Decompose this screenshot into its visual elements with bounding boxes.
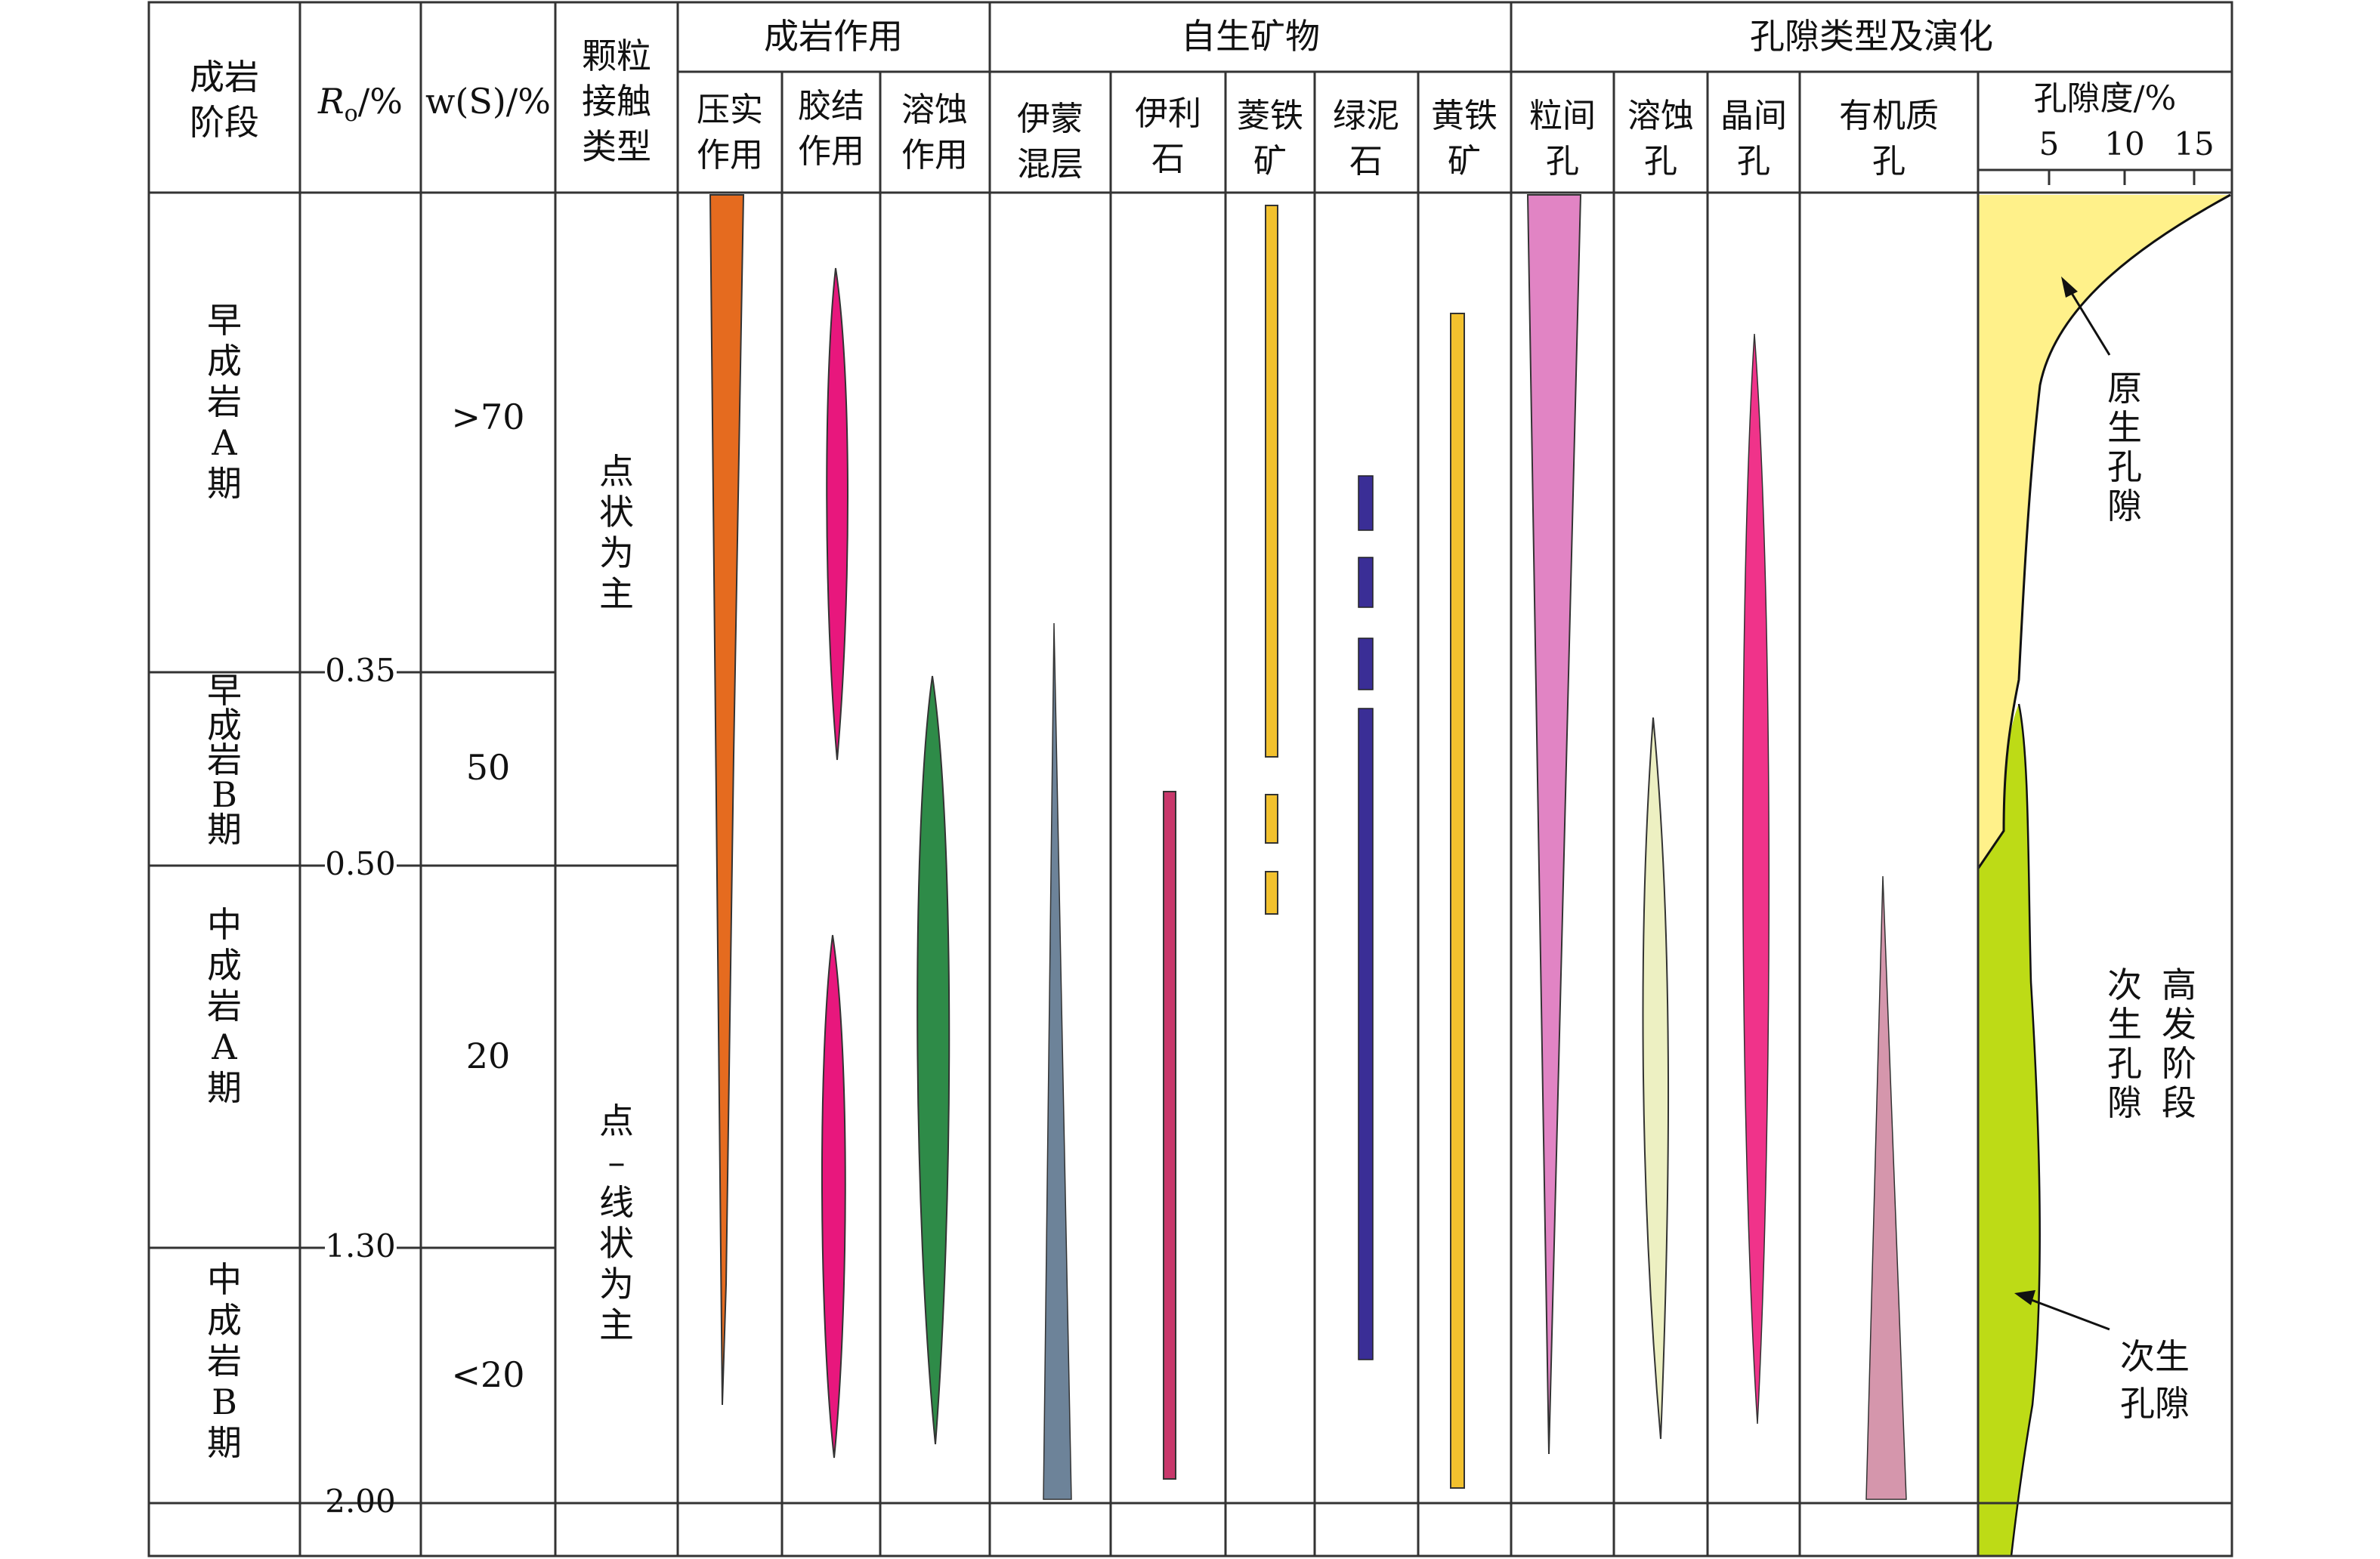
header-ro: Ro/% (317, 81, 403, 127)
table-grid (147, 1, 2233, 1557)
svg-text:孔: 孔 (1546, 142, 1579, 181)
stage-label-middle-b: 中成岩 B 期 (207, 1259, 242, 1463)
siderite-label: 菱铁 (1237, 97, 1303, 135)
header-pores: 孔隙类型及演化 (1750, 16, 1993, 57)
stage-label-middle-a: 中成岩 A 期 (207, 904, 242, 1108)
svg-text:接触: 接触 (582, 81, 651, 122)
contact-label-point: 点状为主 (599, 451, 634, 614)
ws-values: >70 50 20 <20 (451, 397, 524, 1395)
secondary-porosity-label: 次生 孔隙 (2120, 1336, 2190, 1424)
ws-value: 20 (466, 1036, 511, 1076)
cementation-shape-late (821, 934, 846, 1459)
svg-text:孔: 孔 (1872, 142, 1906, 181)
pyrite-bar (1450, 313, 1465, 1489)
stage-label-early-a: 早成岩 A 期 (207, 300, 242, 504)
compaction-shape (709, 194, 745, 1406)
dissolution-label: 溶蚀 (901, 91, 968, 129)
ro-value: 2.00 (325, 1483, 396, 1520)
illite-bar (1163, 791, 1176, 1480)
secondary-arrowhead (2014, 1290, 2035, 1305)
ro-value: 0.50 (325, 845, 396, 882)
primary-porosity-curve (1977, 193, 2231, 869)
ws-value: >70 (451, 397, 524, 437)
svg-text:阶段: 阶段 (190, 102, 259, 143)
subheaders: 压实 作用 胶结 作用 溶蚀 作用 伊蒙 混层 伊利 石 菱铁 矿 绿泥 石 黄… (697, 79, 2176, 184)
ws-value: 50 (466, 747, 511, 788)
header-stage: 成岩 阶段 (190, 57, 259, 143)
chlorite-label: 绿泥 (1333, 97, 1399, 135)
svg-text:作用: 作用 (798, 132, 864, 171)
porosity-tick-15: 15 (2174, 125, 2214, 162)
primary-arrow (2069, 290, 2111, 356)
chlorite-bar-1 (1358, 475, 1374, 531)
intercrystal-pore-shape (1742, 333, 1770, 1425)
svg-text:作用: 作用 (697, 136, 763, 174)
svg-text:作用: 作用 (901, 136, 968, 174)
organic-pore-label: 有机质 (1839, 97, 1939, 135)
svg-text:次生: 次生 (2120, 1336, 2190, 1377)
porosity-label: 孔隙度/% (2034, 79, 2177, 118)
header-diagenesis: 成岩作用 (764, 16, 903, 57)
secondary-peak-label-col1: 次生孔隙 (2107, 965, 2142, 1123)
ro-values: 0.35 0.50 1.30 2.00 (325, 652, 396, 1520)
header-contact: 颗粒 接触 类型 (582, 36, 651, 167)
svg-text:类型: 类型 (582, 126, 651, 167)
primary-arrowhead (2061, 276, 2078, 298)
ws-value: <20 (451, 1354, 524, 1395)
porosity-axis-ticks: 5 10 15 (2039, 125, 2215, 162)
cementation-shape-early (826, 267, 848, 761)
organic-pore-shape (1865, 875, 1907, 1500)
svg-text:孔: 孔 (1737, 142, 1770, 181)
intergranular-label: 粒间 (1529, 97, 1596, 135)
illite-smectite-label: 伊蒙 (1017, 100, 1083, 138)
ro-value: 0.35 (325, 652, 396, 689)
dissolution-pore-shape (1642, 717, 1670, 1440)
svg-text:成岩: 成岩 (190, 57, 259, 97)
siderite-bar-1 (1265, 205, 1278, 758)
chlorite-bar-3 (1358, 637, 1374, 690)
svg-text:矿: 矿 (1253, 142, 1287, 181)
dissolution-shape (916, 675, 950, 1445)
svg-text:石: 石 (1349, 142, 1383, 181)
secondary-arrow (2029, 1298, 2110, 1331)
dissolution-pore-label: 溶蚀 (1627, 97, 1694, 135)
porosity-tick-10: 10 (2104, 125, 2144, 162)
secondary-porosity-curve (2010, 703, 2041, 1557)
pyrite-label: 黄铁 (1431, 97, 1498, 135)
primary-porosity-label: 原生孔隙 (2107, 368, 2142, 526)
illite-label: 伊利 (1135, 94, 1201, 133)
siderite-bar-2 (1265, 794, 1278, 844)
header-ws: w(S)/% (425, 81, 551, 122)
stage-label-early-b: 早成岩 B 期 (207, 670, 242, 850)
secondary-porosity-area (1978, 704, 2040, 1556)
intergranular-pore-shape (1526, 194, 1582, 1455)
svg-text:孔: 孔 (1644, 142, 1677, 181)
ro-value: 1.30 (325, 1227, 396, 1264)
svg-text:孔隙: 孔隙 (2120, 1383, 2190, 1424)
contact-label-point-line: 点–线状为主 (599, 1101, 634, 1345)
illite-smectite-shape (1043, 622, 1072, 1500)
secondary-peak-label-col2: 高发阶段 (2162, 965, 2196, 1123)
chlorite-bar-4 (1358, 708, 1374, 1360)
chlorite-bar-2 (1358, 557, 1374, 608)
porosity-tick-5: 5 (2039, 125, 2060, 162)
intercrystal-label: 晶间 (1720, 97, 1787, 135)
cementation-label: 胶结 (798, 87, 864, 125)
svg-text:混层: 混层 (1017, 145, 1083, 184)
siderite-bar-3 (1265, 871, 1278, 915)
primary-porosity-area (1978, 195, 2230, 869)
svg-text:石: 石 (1151, 140, 1185, 178)
svg-text:矿: 矿 (1448, 142, 1481, 181)
svg-text:颗粒: 颗粒 (582, 36, 651, 76)
header-minerals: 自生矿物 (1181, 16, 1320, 57)
compaction-label: 压实 (697, 91, 763, 129)
